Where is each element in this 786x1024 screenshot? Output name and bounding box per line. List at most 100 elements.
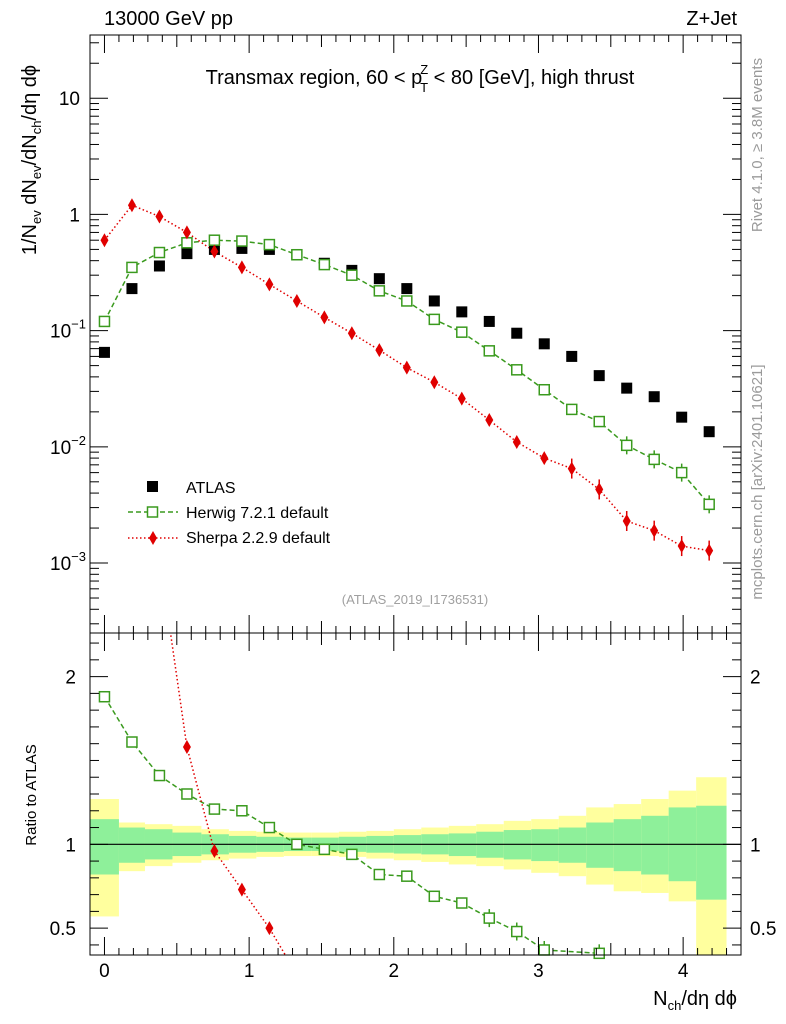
ratio-herwig-point [318, 843, 331, 856]
ratio-herwig-point [126, 736, 138, 748]
ratio-herwig-point [538, 944, 551, 956]
main-title: Transmax region, 60 < pZ T < 80 [GeV], hi… [206, 62, 635, 95]
herwig-point [620, 439, 633, 452]
sherpa-point [237, 260, 246, 275]
ylabel-sub-ev-2: ev [29, 165, 44, 179]
sherpa-point [622, 514, 631, 529]
herwig-point [456, 326, 468, 338]
herwig-point [593, 415, 605, 428]
ratio-xtick-label: 4 [678, 961, 689, 982]
ratio-ytick-label-right: 2 [750, 668, 761, 689]
ratio-axes: 0.5 0.5 1 1 2 2 0 1 2 3 4 [50, 633, 776, 982]
atlas-point [566, 350, 578, 362]
atlas-point [483, 315, 495, 327]
sherpa-point [127, 198, 136, 213]
ratio-herwig-point [291, 838, 303, 851]
main-ytick-base: 10 [50, 438, 71, 459]
herwig-point [236, 235, 248, 247]
main-title-part-1: Transmax region, 60 < p [206, 67, 423, 89]
sherpa-point [292, 293, 301, 308]
main-marks [98, 198, 715, 561]
ratio-herwig-point [346, 848, 358, 861]
atlas-point [428, 295, 440, 307]
ratio-herwig-point [456, 897, 468, 909]
xlabel-part-2: /dη dϕ [681, 988, 737, 1010]
sherpa-point [402, 360, 411, 375]
atlas-point [98, 346, 110, 358]
sherpa-point [595, 482, 604, 497]
sherpa-point [375, 343, 384, 358]
herwig-point [126, 261, 138, 274]
sherpa-point [100, 233, 109, 248]
ratio-herwig-point [428, 890, 441, 903]
ratio-band-inner [118, 827, 145, 863]
ratio-ytick-label: 2 [65, 668, 76, 689]
ratio-xtick-label: 1 [244, 961, 255, 982]
sherpa-point [210, 244, 219, 259]
xlabel-part-1: N [653, 988, 667, 1010]
sherpa-point [567, 461, 576, 476]
sherpa-point [485, 413, 494, 428]
herwig-point [511, 364, 523, 376]
atlas-point [621, 382, 633, 394]
sherpa-point [347, 326, 356, 341]
ratio-xtick-label: 3 [533, 961, 544, 982]
rivet-label: Rivet 4.1.0, ≥ 3.8M events [749, 58, 766, 232]
sherpa-point [430, 375, 439, 390]
main-title-sub: T [420, 80, 428, 95]
herwig-point [675, 466, 688, 479]
main-ytick-exp: −2 [71, 433, 86, 448]
ratio-herwig-point [263, 821, 276, 834]
ratio-ytick-label: 1 [65, 835, 76, 856]
ratio-xtick-label: 0 [99, 961, 110, 982]
herwig-point [263, 238, 276, 251]
atlas-point [456, 306, 468, 318]
herwig-point [291, 248, 303, 261]
sherpa-point [265, 277, 274, 292]
atlas-point [373, 273, 385, 285]
main-ytick-exp: −3 [71, 549, 86, 564]
ratio-ylabel: Ratio to ATLAS [23, 744, 40, 845]
main-ytick-exp: −1 [71, 317, 86, 332]
sherpa-point [155, 209, 164, 224]
ratio-herwig-point [236, 805, 248, 817]
ratio-ytick-label-right: 1 [750, 835, 761, 856]
herwig-point [483, 345, 496, 357]
herwig-point [373, 285, 386, 297]
herwig-point [208, 234, 221, 246]
ratio-band-inner [613, 819, 642, 872]
ratio-band-inner [531, 829, 559, 862]
main-title-part-2: < 80 [GeV], high thrust [428, 67, 635, 89]
atlas-point [648, 391, 660, 403]
ratio-panel: 0.5 0.5 1 1 2 2 0 1 2 3 4 Ratio to ATLAS Nch/dη dϕ [23, 632, 776, 1013]
ratio-sherpa-point [182, 740, 191, 755]
ratio-sherpa-line [169, 633, 286, 955]
atlas-point [236, 242, 248, 254]
ratio-band-inner [90, 819, 119, 875]
main-ytick-label: 10 [59, 89, 80, 110]
atlas-point [511, 327, 523, 339]
legend: ATLAS Herwig 7.2.1 default Sherpa 2.2.9 … [128, 480, 331, 547]
herwig-point [153, 246, 166, 259]
sherpa-point [182, 225, 191, 240]
main-title-sup: Z [420, 62, 428, 77]
ratio-herwig-point [593, 947, 605, 960]
atlas-point [401, 283, 413, 295]
mcplots-label: mcplots.cern.ch [arXiv:2401.10621] [749, 364, 766, 599]
sherpa-point [320, 310, 329, 325]
main-ytick-base: 10 [50, 554, 71, 575]
ratio-band-inner [696, 805, 727, 900]
ratio-sherpa-point [265, 921, 274, 936]
sherpa-point [512, 435, 521, 450]
watermark: (ATLAS_2019_I1736531) [342, 592, 488, 607]
ylabel-part-4: /dη dϕ [19, 65, 41, 121]
header-right: Z+Jet [686, 8, 737, 30]
legend-marker-atlas [147, 481, 158, 492]
ylabel-sub-ev-1: ev [29, 210, 44, 224]
herwig-point [98, 315, 111, 328]
atlas-point [181, 248, 193, 260]
ratio-sherpa-point [210, 844, 219, 859]
herwig-point [318, 258, 331, 271]
